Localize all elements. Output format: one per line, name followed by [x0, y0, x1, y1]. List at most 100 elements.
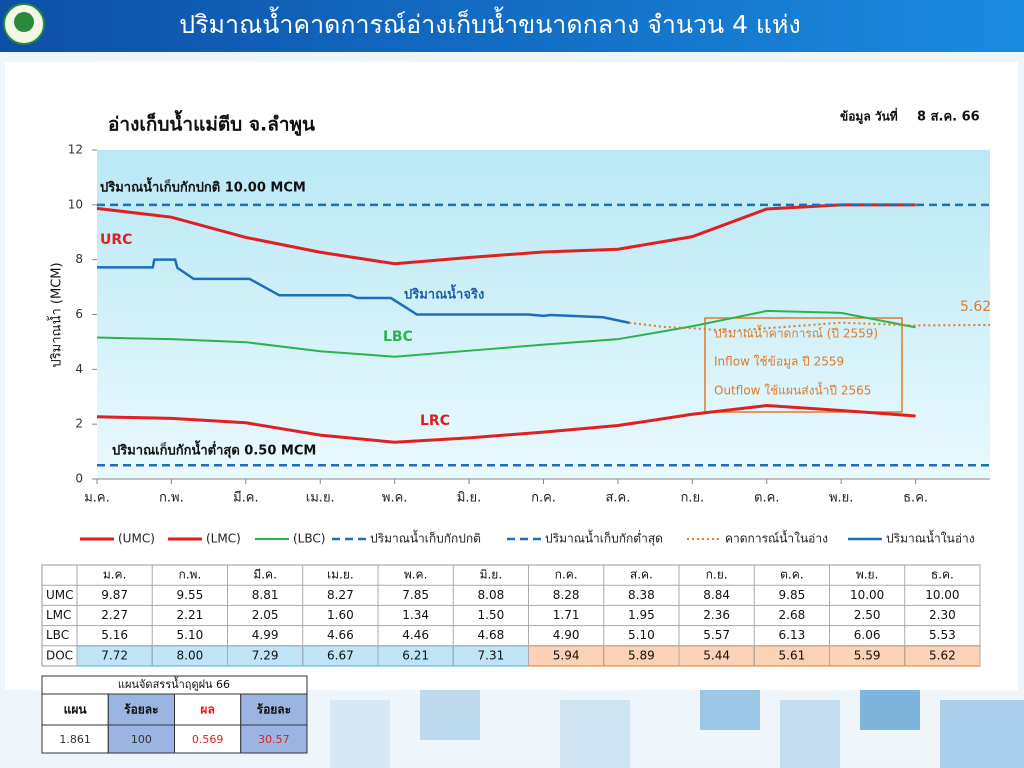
table-cell: 9.85	[779, 588, 806, 602]
table-header: ก.พ.	[178, 568, 201, 582]
annotation: ปริมาณเก็บกักน้ำต่ำสุด 0.50 MCM	[112, 440, 316, 459]
header-bar	[0, 0, 1024, 52]
y-tick-label: 2	[75, 417, 83, 431]
table-cell: 2.68	[779, 608, 806, 622]
table-header: ก.ย.	[706, 568, 728, 582]
annotation: URC	[100, 232, 132, 248]
table-cell: 7.31	[478, 648, 505, 662]
plot-area	[97, 150, 990, 479]
table-cell: 4.90	[553, 628, 580, 642]
table-cell: 5.61	[779, 648, 806, 662]
table-header: เม.ย.	[327, 568, 354, 582]
table-header: มี.ค.	[253, 568, 277, 582]
date: 8 ส.ค. 66	[917, 110, 980, 125]
table-cell: 5.16	[101, 628, 128, 642]
table-cell: 1.95	[628, 608, 655, 622]
table-cell: 4.46	[402, 628, 429, 642]
table-header: พ.ค.	[404, 568, 428, 582]
plan-value: 1.861	[59, 733, 91, 746]
plan-header: ร้อยละ	[257, 703, 291, 717]
table-cell: 6.21	[402, 648, 429, 662]
table-row-label: UMC	[46, 588, 74, 602]
chart-title: อ่างเก็บน้ำแม่ตีบ จ.ลำพูน	[108, 110, 315, 137]
plan-value: 30.57	[258, 733, 290, 746]
table-cell: 7.85	[402, 588, 429, 602]
annotation: 5.62	[960, 299, 991, 315]
series-line	[96, 203, 916, 266]
table-cell: 4.68	[478, 628, 505, 642]
table-header: ม.ค.	[103, 568, 127, 582]
table-cell: 4.66	[327, 628, 354, 642]
y-tick-label: 0	[75, 472, 83, 486]
table-cell: 5.10	[177, 628, 204, 642]
table-header: ก.ค.	[555, 568, 578, 582]
legend-label: ปริมาณน้ำในอ่าง	[886, 530, 975, 546]
y-axis-label: ปริมาณน้ำ (MCM)	[47, 262, 65, 367]
table-cell: 5.57	[703, 628, 730, 642]
table-cell: 1.60	[327, 608, 354, 622]
table-header: พ.ย.	[856, 568, 879, 582]
x-tick-label: มิ.ย.	[457, 491, 481, 506]
legend-label: (LBC)	[293, 532, 325, 546]
table-cell: 5.62	[929, 648, 956, 662]
annotation: ปริมาณน้ำจริง	[404, 284, 484, 303]
plan-header: ร้อยละ	[124, 703, 158, 717]
table-cell: 5.94	[553, 648, 580, 662]
plan-header: ผล	[200, 703, 214, 717]
table-header: ส.ค.	[630, 568, 653, 582]
annotation: ปริมาณน้ำเก็บกักปกติ 10.00 MCM	[100, 177, 306, 196]
x-tick-label: ต.ค.	[754, 491, 779, 506]
table-cell: 4.99	[252, 628, 279, 642]
x-tick-label: ส.ค.	[605, 491, 630, 506]
x-tick-label: มี.ค.	[233, 490, 259, 506]
y-tick-label: 4	[75, 362, 83, 376]
annotation: ปริมาณน้ำคาดการณ์ (ปี 2559)	[714, 325, 878, 341]
annotation: Inflow ใช้ข้อมูล ปี 2559	[714, 355, 844, 370]
table-cell: 5.59	[854, 648, 881, 662]
y-tick-label: 10	[68, 197, 83, 211]
date-label: ข้อมูล วันที่	[840, 108, 898, 125]
tiles	[330, 690, 1024, 768]
legend-label: (LMC)	[206, 532, 241, 546]
x-tick-label: ก.ค.	[531, 491, 556, 506]
table-cell: 1.71	[553, 608, 580, 622]
table-cell: 10.00	[850, 588, 884, 602]
plan-cell	[41, 693, 109, 726]
table-cell: 2.21	[177, 608, 204, 622]
table-cell: 6.06	[854, 628, 881, 642]
series-line	[628, 321, 991, 332]
plan-value: 0.569	[192, 733, 224, 746]
table-row-label: LBC	[46, 628, 69, 642]
table-header: ต.ค.	[780, 568, 803, 582]
logo-mark	[14, 12, 34, 32]
annotation: LRC	[420, 413, 450, 429]
table-cell: 8.00	[177, 648, 204, 662]
y-tick-label: 8	[75, 252, 83, 266]
plan-value: 100	[131, 733, 152, 746]
y-tick-label: 12	[68, 143, 83, 157]
table-cell: 8.84	[703, 588, 730, 602]
legend-label: คาดการณ์น้ำในอ่าง	[725, 530, 828, 546]
table-cell: 1.50	[478, 608, 505, 622]
table-cell: 7.29	[252, 648, 279, 662]
x-tick-label: ก.พ.	[159, 491, 184, 506]
x-tick-label: ม.ค.	[84, 491, 110, 506]
series-line	[97, 258, 630, 324]
table-cell: 9.55	[177, 588, 204, 602]
table-cell: 2.36	[703, 608, 730, 622]
table-cell: 7.72	[101, 648, 128, 662]
table-cell: 9.87	[101, 588, 128, 602]
x-tick-label: พ.ค.	[382, 491, 408, 506]
table-cell: 2.30	[929, 608, 956, 622]
table-header: ธ.ค.	[931, 568, 954, 582]
annotation: LBC	[383, 329, 413, 345]
legend-label: ปริมาณน้ำเก็บกักปกติ	[370, 530, 481, 546]
series-line	[96, 404, 916, 444]
table-cell: 6.13	[779, 628, 806, 642]
legend-label: (UMC)	[118, 532, 155, 546]
table-cell: 2.50	[854, 608, 881, 622]
table-cell: 1.34	[402, 608, 429, 622]
x-tick-label: ก.ย.	[680, 491, 704, 506]
